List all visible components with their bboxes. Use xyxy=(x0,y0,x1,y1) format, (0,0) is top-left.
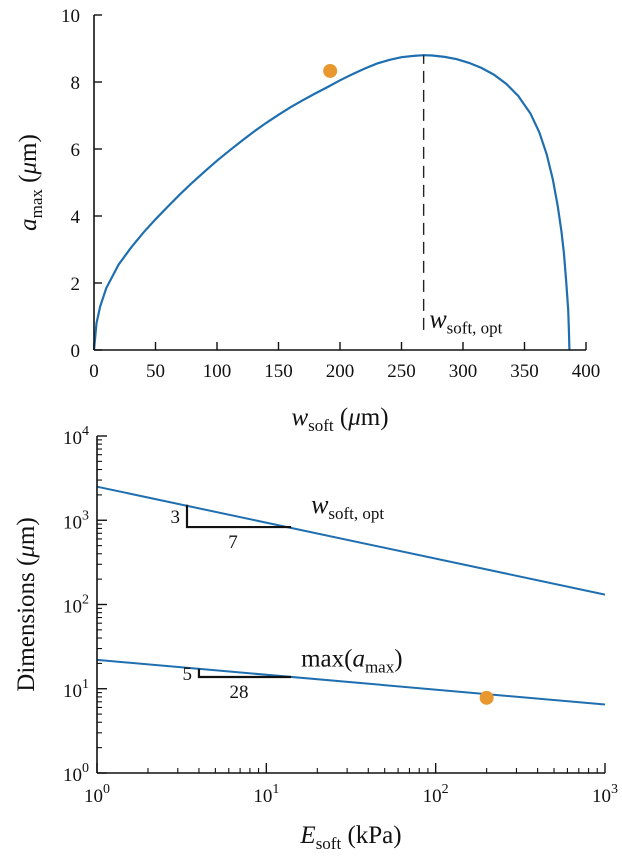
x-tick-label: 103 xyxy=(592,782,618,807)
slope-rise-label: 3 xyxy=(170,507,180,528)
x-tick-label: 101 xyxy=(253,782,279,807)
y-axis-label: amax (μm) xyxy=(15,134,46,231)
y-tick-label: 4 xyxy=(71,207,81,228)
data-point-marker xyxy=(479,690,494,705)
x-axis-label: Esoft (kPa) xyxy=(299,822,401,853)
series-line-wsoft-opt xyxy=(96,485,606,596)
x-tick-label: 250 xyxy=(387,361,416,382)
slope-triangle xyxy=(185,504,292,529)
x-tick-label: 350 xyxy=(510,361,539,382)
x-tick-label: 0 xyxy=(89,361,99,382)
y-tick-label: 0 xyxy=(71,341,81,362)
series-label-wsoft-opt: wsoft, opt xyxy=(311,490,384,523)
series-line-max-amax xyxy=(96,658,606,706)
x-axis-label: wsoft (μm) xyxy=(291,404,388,435)
chart-bottom-dimensions-vs-esoft: 100 101 102 103 100 101 102 103 104 3 7 5 28 wsoft,… xyxy=(13,424,618,853)
slope-run-label: 7 xyxy=(228,532,238,553)
slope-rise-label: 5 xyxy=(182,664,192,685)
slope-triangle xyxy=(197,668,292,679)
x-tick-label: 100 xyxy=(203,361,232,382)
y-tick-label: 103 xyxy=(63,508,89,533)
x-tick-label: 102 xyxy=(423,782,449,807)
annotation-base: w xyxy=(429,304,447,333)
slope-run-label: 28 xyxy=(230,682,249,703)
y-tick-label: 102 xyxy=(63,593,89,618)
annotation-wsoft-opt: wsoft, opt xyxy=(429,304,502,337)
y-tick-label: 8 xyxy=(71,73,81,94)
y-tick-label: 100 xyxy=(63,761,89,786)
y-tick-label: 2 xyxy=(71,274,81,295)
data-point-marker xyxy=(323,63,338,78)
x-tick-label: 300 xyxy=(449,361,478,382)
y-tick-label: 10 xyxy=(61,6,80,27)
annotation-subscript: soft, opt xyxy=(447,318,503,337)
x-tick-label: 200 xyxy=(326,361,355,382)
series-line-amax xyxy=(92,54,571,351)
x-tick-label: 150 xyxy=(264,361,293,382)
chart-top-amax-vs-wsoft: 0 50 100 150 200 250 300 350 400 0 2 4 6 8 10 wsoft, o… xyxy=(15,6,600,435)
x-tick-label: 400 xyxy=(572,361,601,382)
series-label-max-amax: max(amax) xyxy=(301,645,402,676)
y-tick-label: 101 xyxy=(63,677,89,702)
x-tick-label: 50 xyxy=(146,361,165,382)
y-axis-label: Dimensions (μm) xyxy=(13,517,40,691)
y-tick-label: 6 xyxy=(71,140,81,161)
y-tick-label: 104 xyxy=(63,424,89,449)
x-tick-label: 100 xyxy=(84,782,110,807)
